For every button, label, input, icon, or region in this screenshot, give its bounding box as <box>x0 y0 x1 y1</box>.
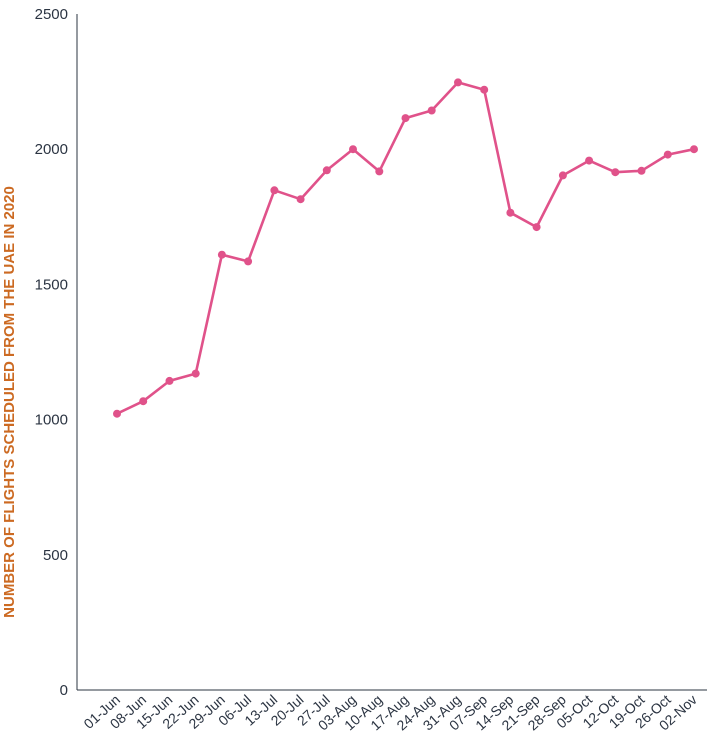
series-line <box>116 81 695 415</box>
data-point <box>244 257 253 266</box>
data-point <box>690 145 698 154</box>
y-tick-label: 1000 <box>35 412 68 429</box>
data-point <box>454 78 462 87</box>
y-tick-label: 2500 <box>35 6 68 23</box>
y-tick-label: 500 <box>43 547 68 564</box>
data-point <box>663 150 672 159</box>
y-tick-labels: 0 500 1000 1500 2000 2500 <box>35 6 68 699</box>
data-point <box>585 156 594 165</box>
data-point <box>349 145 357 154</box>
y-tick-label: 1500 <box>35 276 68 293</box>
data-point <box>401 114 410 123</box>
data-point <box>375 167 384 176</box>
x-tick-labels: 01-Jun08-Jun15-Jun22-Jun29-Jun06-Jul13-J… <box>80 691 700 733</box>
y-tick-label: 0 <box>60 682 68 699</box>
data-point <box>532 223 541 232</box>
data-point <box>139 397 148 406</box>
data-point <box>480 85 489 94</box>
y-tick-label: 2000 <box>35 141 68 158</box>
data-point <box>427 106 436 115</box>
data-point <box>558 171 567 180</box>
y-axis-label: NUMBER OF FLIGHTS SCHEDULED FROM THE UAE… <box>1 186 18 618</box>
data-point <box>296 195 305 204</box>
series-group <box>113 78 698 418</box>
data-point <box>270 186 279 195</box>
data-point <box>322 166 331 175</box>
data-point <box>217 250 226 259</box>
data-point <box>506 208 515 217</box>
data-point <box>113 409 121 418</box>
data-point <box>637 166 646 175</box>
data-point <box>191 369 200 378</box>
data-point <box>611 168 620 177</box>
data-point <box>165 376 174 385</box>
